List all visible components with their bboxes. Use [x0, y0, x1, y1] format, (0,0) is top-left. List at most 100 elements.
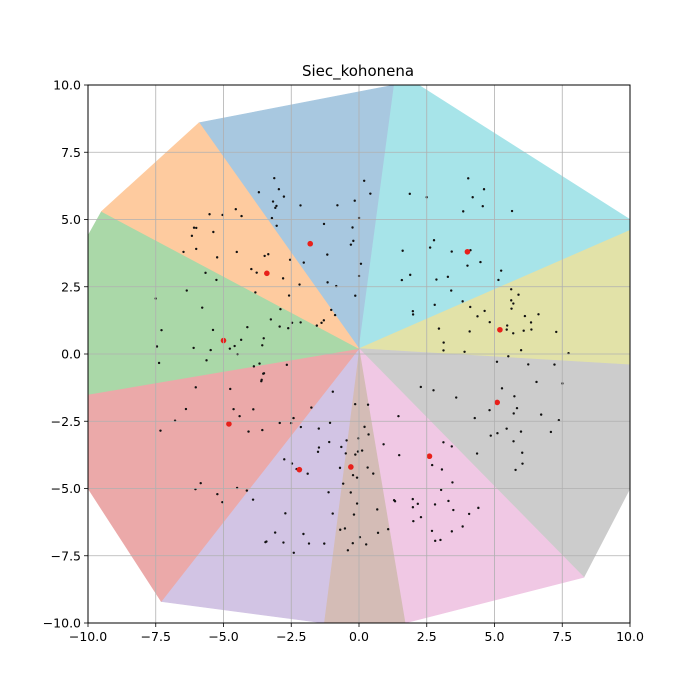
- sample-point: [376, 508, 379, 511]
- sample-point: [208, 213, 211, 216]
- sample-point: [510, 307, 513, 310]
- sample-point: [343, 527, 347, 530]
- sample-point: [232, 407, 235, 411]
- y-tick-label: 0.0: [61, 347, 81, 362]
- x-tick-label: 7.5: [552, 629, 572, 644]
- sample-point: [354, 294, 357, 297]
- sample-point: [275, 204, 278, 208]
- sample-point: [284, 512, 287, 515]
- sample-point: [349, 243, 353, 246]
- sample-point: [349, 491, 352, 494]
- axis-ticks: −10.0 −7.5 −5.0 −2.5 0.0 2.5 5.0 7.5 10.0 −10.0 −7…: [43, 78, 644, 645]
- sample-point: [452, 508, 455, 512]
- sample-point: [442, 441, 445, 444]
- sample-point: [362, 179, 366, 182]
- sample-point: [416, 502, 420, 506]
- sample-point: [505, 427, 508, 430]
- sample-point: [521, 451, 524, 454]
- sample-point: [204, 271, 207, 275]
- sample-point: [500, 387, 504, 390]
- sample-point: [258, 362, 261, 365]
- sample-point: [549, 430, 553, 434]
- y-tick-label: −10.0: [43, 616, 81, 631]
- sample-point: [190, 234, 194, 238]
- sample-point: [477, 506, 480, 510]
- sample-point: [515, 406, 519, 410]
- sample-point: [215, 278, 218, 282]
- sample-point: [366, 403, 370, 406]
- sample-point: [505, 324, 509, 327]
- sample-point: [507, 355, 510, 358]
- sample-point: [440, 468, 444, 471]
- x-tick-label: 2.5: [417, 629, 437, 644]
- sample-point: [270, 216, 274, 220]
- sample-point: [299, 204, 302, 207]
- sample-point: [462, 210, 465, 213]
- sample-point: [292, 551, 295, 554]
- sample-point: [497, 278, 500, 282]
- sample-point: [433, 539, 437, 543]
- sample-point: [450, 530, 454, 533]
- sample-point: [359, 262, 363, 266]
- sample-point: [344, 452, 347, 455]
- sample-point: [517, 293, 520, 296]
- sample-point: [234, 208, 237, 211]
- sample-point: [450, 289, 453, 292]
- neuron-point: [348, 464, 354, 470]
- sample-point: [201, 306, 204, 309]
- y-tick-label: −7.5: [51, 548, 81, 563]
- sample-point: [252, 408, 255, 411]
- sample-point: [261, 428, 264, 432]
- sample-point: [228, 347, 232, 350]
- x-tick-label: 10.0: [616, 629, 644, 644]
- sample-point: [463, 350, 466, 353]
- sample-point: [155, 345, 159, 348]
- sample-point: [250, 267, 253, 271]
- sample-point: [439, 488, 443, 492]
- sample-point: [401, 249, 404, 252]
- sample-point: [419, 515, 423, 519]
- sample-point: [310, 406, 313, 409]
- sample-point: [468, 330, 471, 333]
- sample-point: [251, 498, 255, 501]
- sample-point: [512, 332, 515, 335]
- sample-point: [530, 328, 533, 331]
- sample-point: [336, 204, 339, 207]
- sample-point: [476, 315, 479, 318]
- sample-point: [353, 199, 356, 202]
- sample-point: [322, 319, 326, 322]
- y-tick-label: 7.5: [61, 145, 81, 160]
- sample-point: [355, 502, 359, 505]
- sample-point: [277, 188, 281, 191]
- y-tick-label: 5.0: [61, 212, 81, 227]
- sample-point: [261, 344, 264, 347]
- sample-point: [215, 256, 219, 259]
- sample-point: [386, 528, 390, 531]
- sample-point: [439, 538, 442, 542]
- sample-point: [363, 425, 366, 429]
- sample-point: [411, 313, 415, 316]
- sample-point: [333, 313, 337, 317]
- sample-point: [346, 549, 350, 552]
- sample-point: [282, 195, 286, 198]
- sample-point: [450, 445, 453, 448]
- sample-point: [411, 310, 415, 313]
- sample-point: [182, 250, 185, 254]
- sample-point: [287, 294, 291, 297]
- chart-title: Siec_kohonena: [302, 62, 414, 81]
- sample-point: [433, 303, 436, 307]
- sample-point: [555, 330, 558, 334]
- sample-point: [475, 452, 479, 455]
- sample-point: [320, 321, 323, 325]
- sample-point: [235, 250, 238, 254]
- sample-point: [327, 491, 330, 494]
- sample-point: [553, 363, 556, 366]
- sample-point: [360, 449, 364, 452]
- sample-point: [372, 472, 375, 475]
- sample-point: [461, 300, 464, 303]
- sample-point: [316, 450, 320, 454]
- sample-point: [355, 476, 359, 479]
- sample-point: [212, 230, 215, 234]
- sample-point: [467, 512, 471, 516]
- sample-point: [292, 416, 295, 420]
